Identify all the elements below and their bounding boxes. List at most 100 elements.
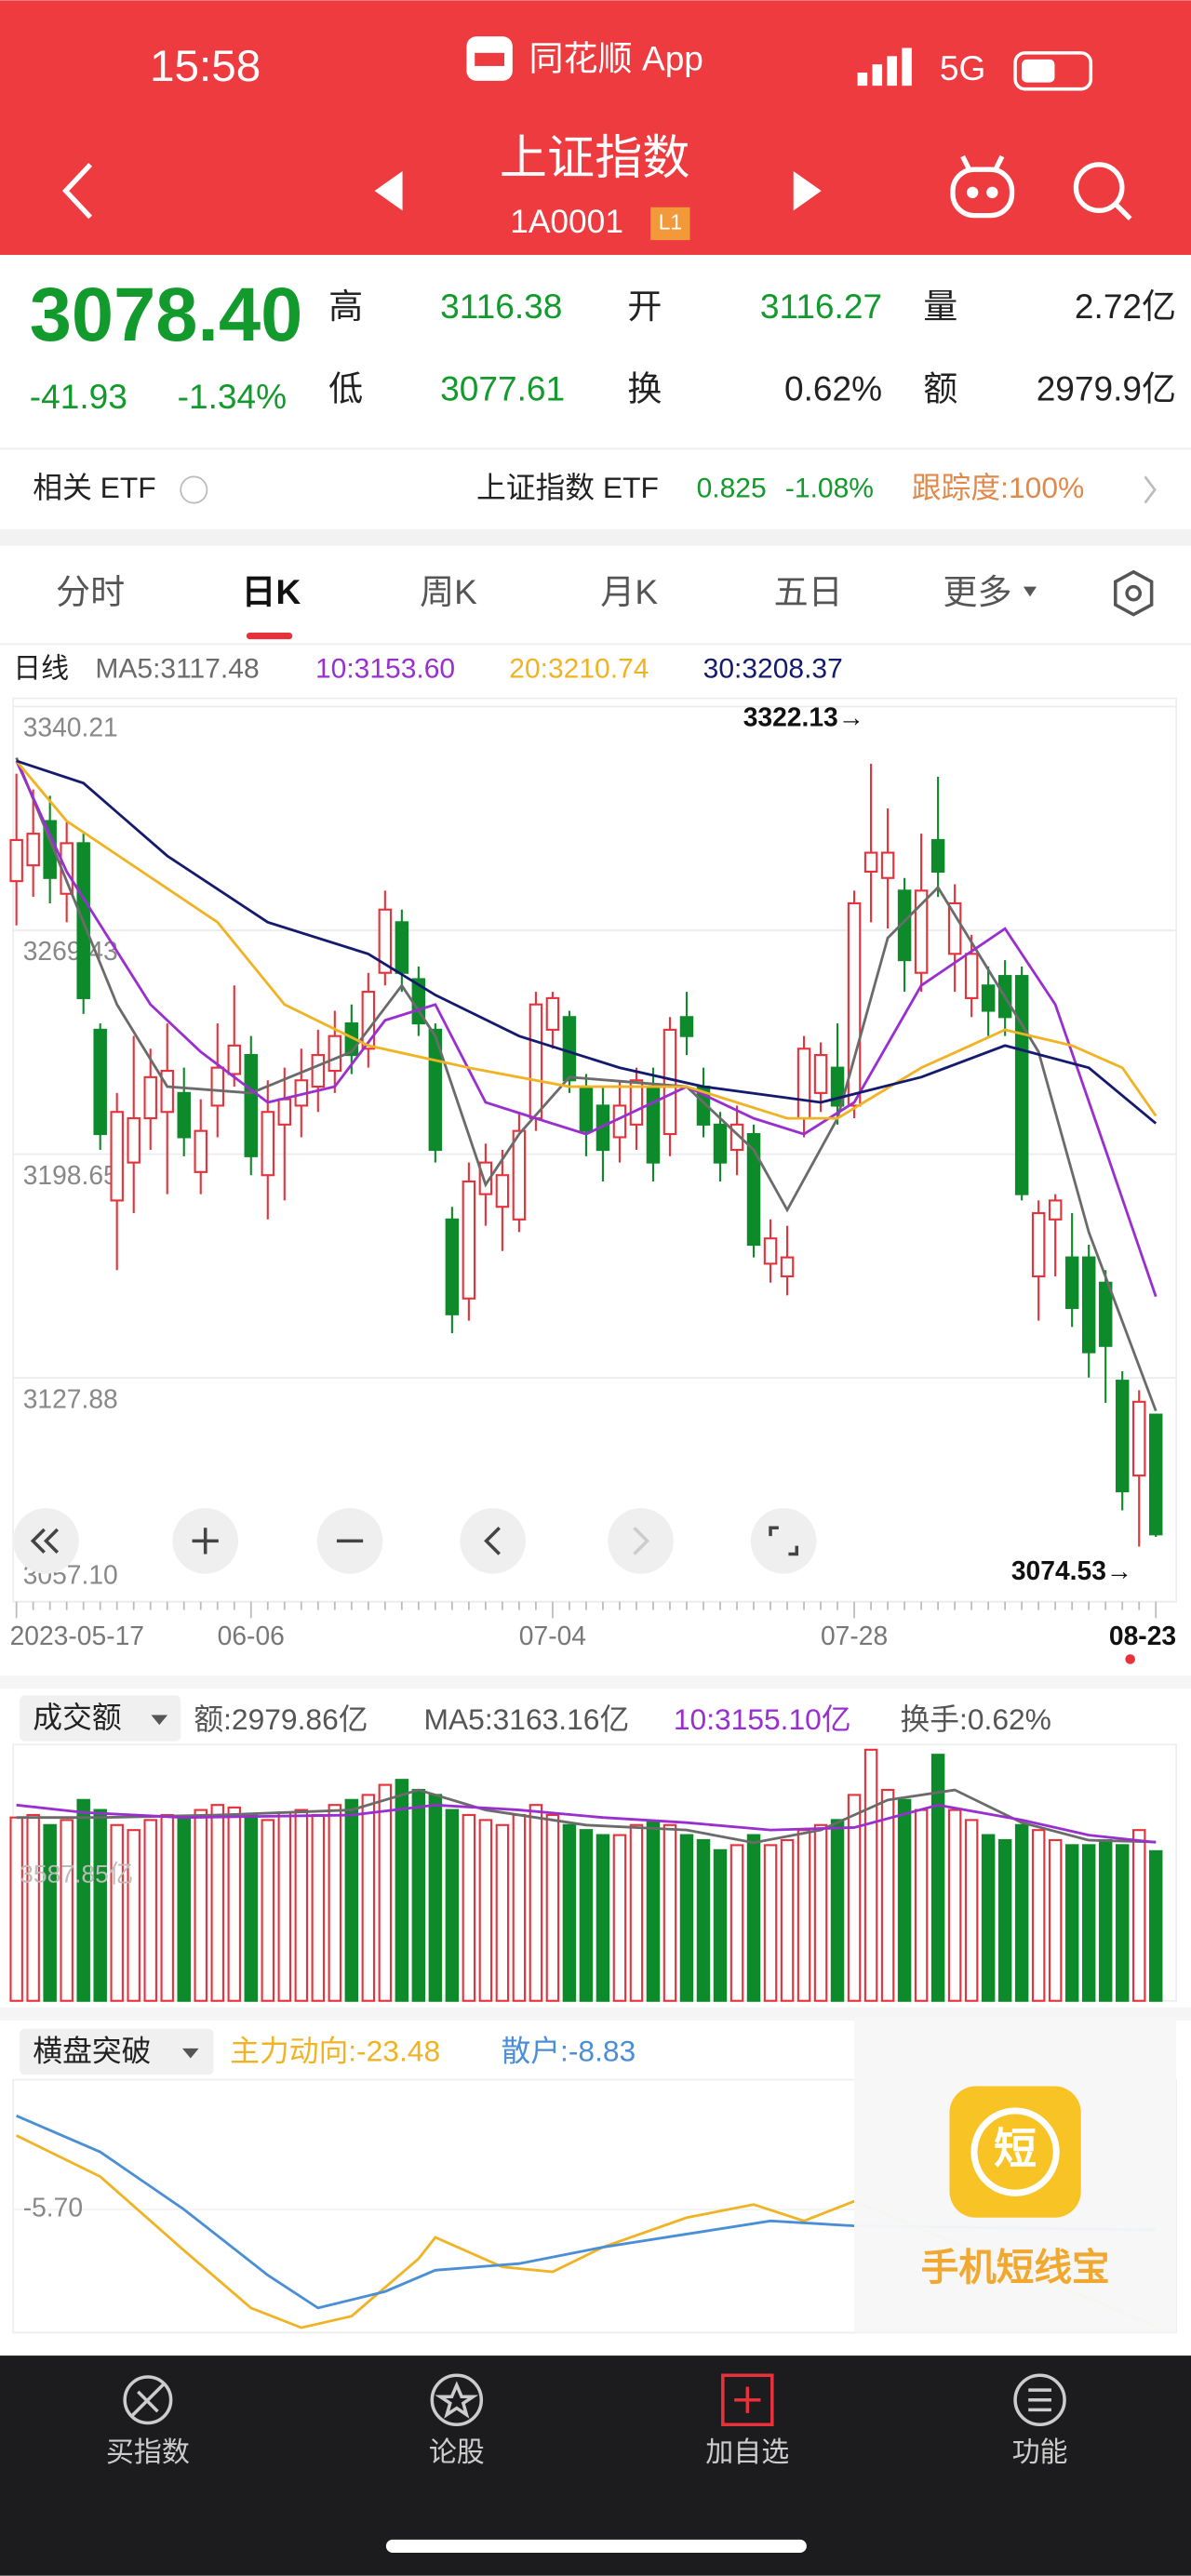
- volume-bar: [378, 1783, 393, 2002]
- ma-line: [15, 760, 1158, 1120]
- tab[interactable]: 分时: [56, 572, 125, 611]
- volume-bar: [428, 1794, 443, 2002]
- level-badge: [650, 207, 690, 241]
- candle-body: [311, 1054, 326, 1088]
- more-arrow: [1023, 586, 1037, 597]
- quote-value: 0.62%: [784, 368, 882, 407]
- legend-entry: MA5:3117.48: [95, 654, 259, 685]
- status-time: 15:58: [150, 42, 261, 91]
- indicator-selector[interactable]: [20, 2028, 214, 2075]
- ad-widget[interactable]: 短 手机短线宝: [854, 2017, 1177, 2333]
- control-right[interactable]: [608, 1508, 674, 1574]
- volume-bar: [1148, 1849, 1163, 2002]
- candle-body: [646, 1086, 661, 1164]
- candle-body: [110, 1111, 124, 1202]
- candle-body: [1115, 1380, 1130, 1493]
- candle-body: [512, 1129, 527, 1221]
- candle-body: [629, 1079, 644, 1126]
- panel-title: 成交额: [33, 1701, 121, 1734]
- volume-bar: [328, 1804, 342, 2002]
- nav-bar: [0, 2356, 1191, 2576]
- ad-icon: [949, 2086, 1081, 2218]
- volume-bar: [143, 1819, 157, 2002]
- volume-bar: [9, 1816, 23, 2002]
- candle-body: [763, 1237, 778, 1265]
- quote-label: 开: [627, 287, 662, 326]
- ma-line: [15, 760, 1158, 1298]
- nav-label[interactable]: 买指数: [106, 2437, 190, 2468]
- tab[interactable]: 日K: [241, 572, 301, 611]
- volume-bar: [646, 1822, 661, 2002]
- back-button[interactable]: [61, 163, 93, 220]
- quote-label: 量: [923, 287, 957, 326]
- volume-bar: [1014, 1823, 1029, 2002]
- volume-bar: [110, 1823, 124, 2002]
- candle-body: [26, 833, 40, 867]
- volume-bar: [1064, 1844, 1079, 2002]
- volume-bar: [495, 1823, 510, 2002]
- quote-label: 低: [328, 368, 363, 407]
- prev-button[interactable]: [374, 170, 403, 211]
- candle-body: [143, 1075, 157, 1120]
- quote-pct: -1.34%: [178, 377, 287, 416]
- legend-entry: 10:3153.60: [315, 654, 455, 685]
- tab[interactable]: 月K: [600, 572, 658, 611]
- header-level: L1: [659, 210, 683, 234]
- tab[interactable]: 五日: [774, 572, 843, 611]
- candle-body: [1048, 1199, 1063, 1221]
- volume-bar: [830, 1819, 845, 2002]
- y-tick-label: 3198.65: [23, 1160, 118, 1190]
- separator: [0, 528, 1191, 546]
- search-button[interactable]: [1073, 162, 1132, 221]
- annotation: 3074.53→: [1011, 1555, 1132, 1585]
- volume-bar: [160, 1813, 174, 2002]
- volume-bar: [311, 1813, 326, 2002]
- settings-button[interactable]: [1114, 569, 1154, 617]
- candle-body: [1148, 1413, 1163, 1536]
- control-left[interactable]: [460, 1508, 526, 1574]
- legend-prefix: 日线: [13, 654, 69, 685]
- tab[interactable]: 更多: [943, 572, 1011, 611]
- nav-label[interactable]: 论股: [429, 2437, 485, 2468]
- volume-bar: [478, 1819, 493, 2002]
- candle-body: [395, 921, 409, 974]
- volume-bar: [1081, 1844, 1096, 2002]
- etf-row[interactable]: 相关 ETF 上证指数 ETF 0.825 -1.08% 跟踪度:100%: [33, 471, 1157, 504]
- candle-body: [210, 1066, 224, 1107]
- robot-button[interactable]: [950, 154, 1015, 219]
- candle-body: [847, 901, 862, 1107]
- ma-line: [15, 757, 1158, 1412]
- volume-bar: [596, 1834, 610, 2002]
- next-button[interactable]: [793, 170, 822, 211]
- candle-body: [780, 1256, 795, 1278]
- status-app: 同花顺 App: [529, 38, 703, 77]
- indicator-line: [16, 2134, 1157, 2329]
- indicator-selector[interactable]: [20, 1695, 181, 1742]
- ad-text: 手机短线宝: [921, 2246, 1110, 2289]
- volume-bar: [796, 1829, 811, 2002]
- nav-label[interactable]: 功能: [1012, 2437, 1068, 2468]
- control-icons: [30, 1526, 799, 1556]
- candle-body: [529, 1003, 543, 1120]
- etf-name: 上证指数 ETF: [476, 471, 659, 504]
- candle-body: [227, 1044, 242, 1075]
- candle-body: [914, 889, 929, 974]
- candle-body: [261, 1111, 275, 1177]
- etf-price: 0.825: [697, 473, 767, 503]
- nav-label[interactable]: 加自选: [705, 2437, 789, 2468]
- separator: [0, 1675, 1191, 1689]
- volume-bar: [127, 1829, 141, 2002]
- tab[interactable]: 周K: [420, 572, 477, 611]
- volume-bar: [529, 1804, 543, 2002]
- control-fullscreen[interactable]: [750, 1508, 817, 1574]
- chevron: [1144, 475, 1157, 504]
- volume-bar: [679, 1834, 694, 2002]
- volume-bar: [227, 1806, 242, 2002]
- quote-label: 高: [328, 287, 363, 326]
- candle-body: [579, 1086, 594, 1132]
- turnover-label: 换手:0.62%: [901, 1702, 1051, 1736]
- status-network: 5G: [940, 48, 985, 87]
- x-tick-label: 07-04: [519, 1621, 586, 1650]
- candle-body: [1131, 1400, 1146, 1477]
